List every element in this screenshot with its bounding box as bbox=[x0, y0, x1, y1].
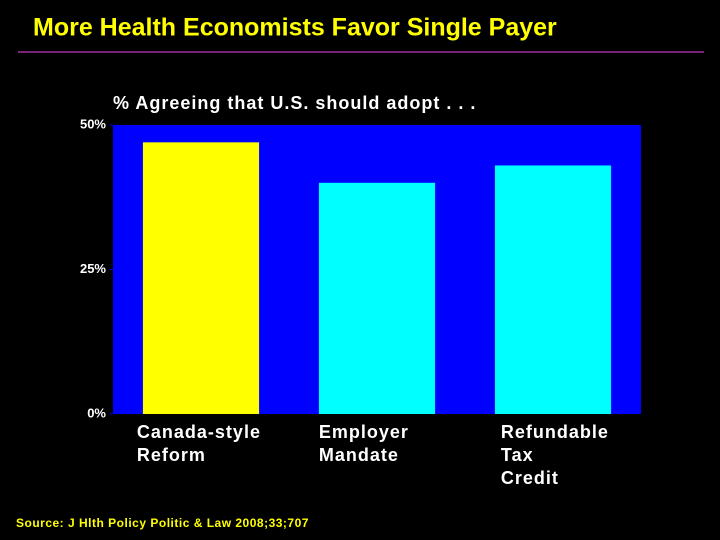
y-tick-label: 0% bbox=[87, 405, 106, 420]
y-tick-label: 25% bbox=[80, 261, 106, 276]
y-tick-label: 50% bbox=[80, 116, 106, 131]
source-note: Source: J Hlth Policy Politic & Law 2008… bbox=[16, 516, 309, 530]
bar bbox=[494, 165, 612, 414]
bar bbox=[318, 182, 436, 414]
x-tick-label: Canada-style Reform bbox=[136, 422, 261, 465]
chart-subtitle: % Agreeing that U.S. should adopt . . . bbox=[113, 93, 476, 113]
x-tick-label: Refundable Tax Credit bbox=[500, 422, 609, 488]
chart-title: More Health Economists Favor Single Paye… bbox=[33, 14, 557, 42]
bar bbox=[142, 142, 260, 414]
x-tick-label: Employer Mandate bbox=[318, 422, 409, 465]
